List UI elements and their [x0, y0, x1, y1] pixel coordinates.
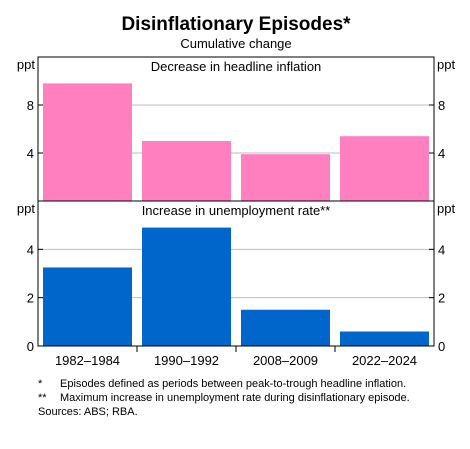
unit-left-panel2: ppt [17, 201, 35, 216]
chart-subtitle: Cumulative change [180, 36, 291, 51]
bar-panel1-3 [241, 154, 330, 201]
bar-panel1-4 [340, 136, 429, 201]
ytick-right-panel2-1: 2 [438, 291, 445, 306]
ytick-right-panel2-0: 0 [438, 339, 445, 354]
ytick-left-panel1-0: 4 [27, 146, 34, 161]
panel-title-2: Increase in unemployment rate** [142, 203, 331, 218]
footnote-1-text: Episodes defined as periods between peak… [60, 378, 407, 390]
ytick-left-panel1-1: 8 [27, 98, 34, 113]
ytick-left-panel2-1: 2 [27, 291, 34, 306]
bar-panel1-1 [43, 83, 132, 201]
panel-title-1: Decrease in headline inflation [151, 59, 322, 74]
unit-left-panel1: ppt [17, 57, 35, 72]
xtick-label-2: 1990–1992 [154, 353, 219, 368]
xtick-label-1: 1982–1984 [55, 353, 120, 368]
bar-panel1-2 [142, 141, 231, 201]
footnote-2-text: Maximum increase in unemployment rate du… [60, 392, 410, 404]
ytick-left-panel2-0: 0 [27, 339, 34, 354]
ytick-right-panel1-1: 8 [438, 98, 445, 113]
footnote-2: ** Maximum increase in unemployment rate … [38, 392, 410, 404]
xtick-label-3: 2008–2009 [253, 353, 318, 368]
unit-right-panel2: ppt [437, 201, 455, 216]
bar-panel2-2 [142, 227, 231, 346]
ytick-right-panel2-2: 4 [438, 242, 445, 257]
sources-note: Sources: ABS; RBA. [38, 406, 138, 418]
unit-right-panel1: ppt [437, 57, 455, 72]
bar-panel2-3 [241, 309, 330, 346]
bar-panel2-1 [43, 267, 132, 346]
footnote-2-mark: ** [38, 392, 47, 404]
ytick-right-panel1-0: 4 [438, 146, 445, 161]
sources-text: Sources: ABS; RBA. [38, 406, 138, 418]
footnote-1: * Episodes defined as periods between pea… [38, 378, 406, 390]
chart-title: Disinflationary Episodes* [121, 14, 351, 35]
xtick-label-4: 2022–2024 [352, 353, 417, 368]
ytick-left-panel2-2: 4 [27, 242, 34, 257]
footnote-1-mark: * [38, 378, 43, 390]
bar-panel2-4 [340, 331, 429, 346]
